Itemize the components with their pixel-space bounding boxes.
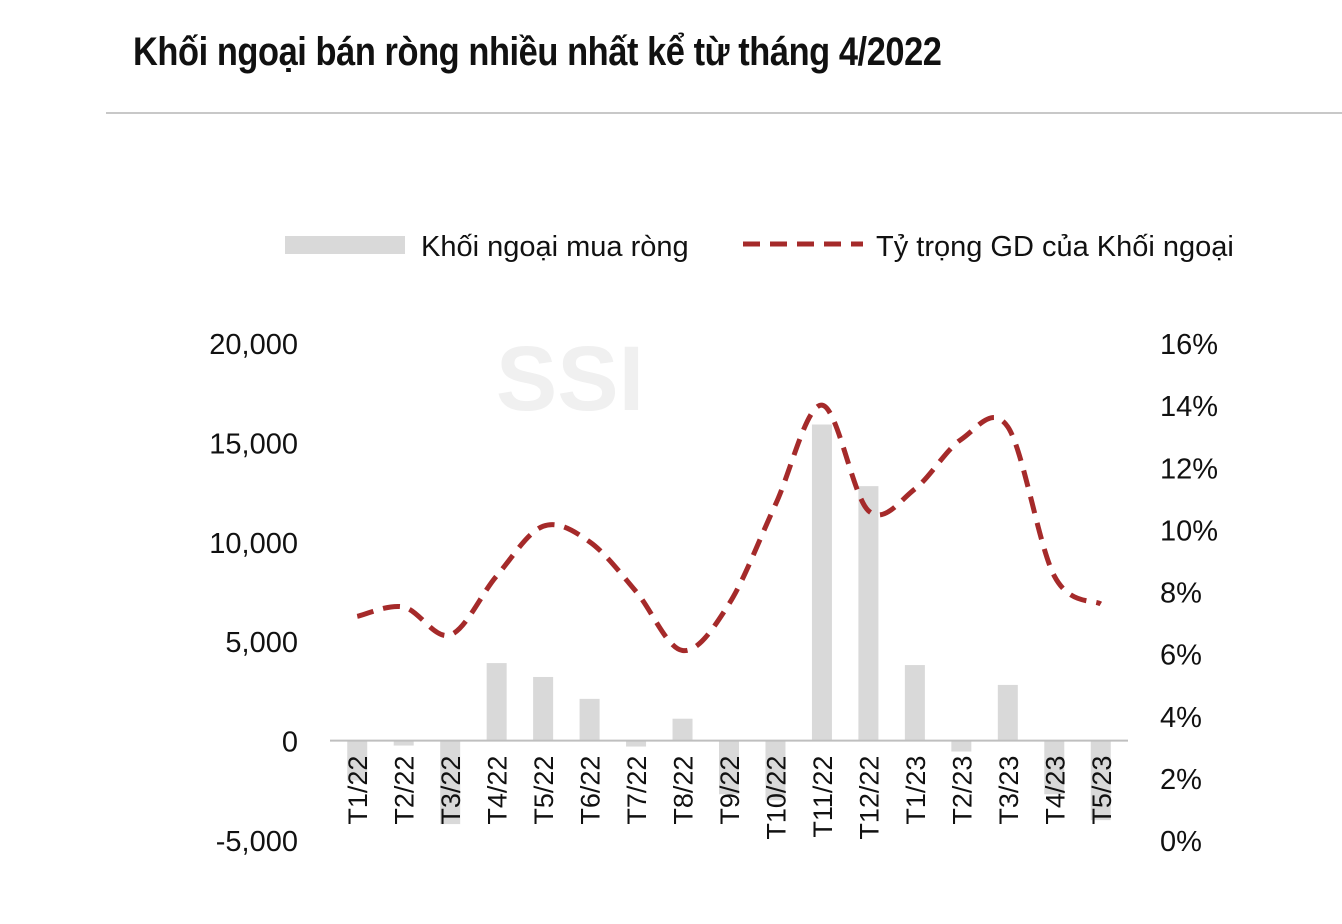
bar (858, 486, 879, 741)
right-axis-labels: 0% 2% 4% 6% 8% 10% 12% 14% 16% (1160, 329, 1218, 858)
x-tick-label: T1/22 (343, 756, 373, 825)
legend-bar-swatch (285, 236, 405, 254)
x-tick-label: T10/22 (761, 756, 791, 840)
x-tick-label: T11/22 (808, 756, 838, 838)
x-tick-label: T9/22 (715, 756, 745, 825)
x-tick-label: T4/23 (1040, 756, 1070, 825)
right-tick-label: 12% (1160, 453, 1218, 485)
bar (1090, 740, 1111, 821)
x-tick-label: T7/22 (622, 756, 652, 825)
x-tick-label: T5/22 (529, 756, 559, 825)
watermark-text: SSI (496, 328, 644, 430)
right-tick-label: 2% (1160, 764, 1202, 796)
bar (1044, 740, 1065, 795)
title-divider (106, 112, 1342, 114)
x-axis-labels: T1/22 T2/22 T3/22 T4/22 T5/22 T6/22 T7/22 T8/22… (343, 756, 1117, 840)
bar (719, 740, 739, 795)
x-tick-label: T1/23 (901, 756, 931, 825)
bar (997, 684, 1018, 741)
bar (533, 676, 554, 741)
bar (579, 698, 600, 741)
left-tick-label: 15,000 (209, 428, 298, 460)
bar-series (347, 424, 1111, 825)
bar (440, 740, 461, 825)
x-tick-label: T4/22 (483, 756, 513, 825)
bar (765, 740, 786, 801)
left-axis-labels: -5,000 0 5,000 10,000 15,000 20,000 (209, 329, 298, 858)
bar (672, 718, 693, 741)
legend-bar-label: Khối ngoại mua ròng (421, 231, 689, 263)
right-tick-label: 14% (1160, 391, 1218, 423)
right-tick-label: 16% (1160, 329, 1218, 361)
legend: Khối ngoại mua ròng Tỷ trọng GD của Khối… (285, 231, 1234, 263)
x-tick-label: T6/22 (576, 756, 606, 825)
bar (626, 740, 647, 747)
right-tick-label: 8% (1160, 578, 1202, 610)
right-tick-label: 0% (1160, 826, 1202, 858)
x-tick-label: T12/22 (854, 756, 884, 840)
bar (951, 740, 972, 752)
line-series (356, 402, 1103, 654)
left-tick-label: 5,000 (225, 627, 298, 659)
x-tick-label: T8/22 (669, 756, 699, 825)
bar (811, 424, 832, 741)
left-tick-label: -5,000 (216, 826, 298, 858)
x-tick-label: T5/23 (1087, 756, 1117, 825)
left-tick-label: 20,000 (209, 329, 298, 361)
bar (486, 663, 507, 741)
x-tick-label: T2/23 (947, 756, 977, 825)
bar (393, 740, 414, 746)
legend-line-label: Tỷ trọng GD của Khối ngoại (876, 231, 1234, 263)
x-tick-label: T3/23 (994, 756, 1024, 825)
left-tick-label: 0 (282, 727, 298, 759)
right-tick-label: 6% (1160, 640, 1202, 672)
chart-title: Khối ngoại bán ròng nhiều nhất kể từ thá… (133, 30, 942, 74)
right-tick-label: 4% (1160, 702, 1202, 734)
bar (347, 740, 368, 781)
bar (904, 665, 925, 741)
right-tick-label: 10% (1160, 515, 1218, 547)
x-tick-label: T3/22 (436, 756, 466, 825)
x-tick-label: T2/22 (390, 756, 420, 825)
left-tick-label: 10,000 (209, 528, 298, 560)
